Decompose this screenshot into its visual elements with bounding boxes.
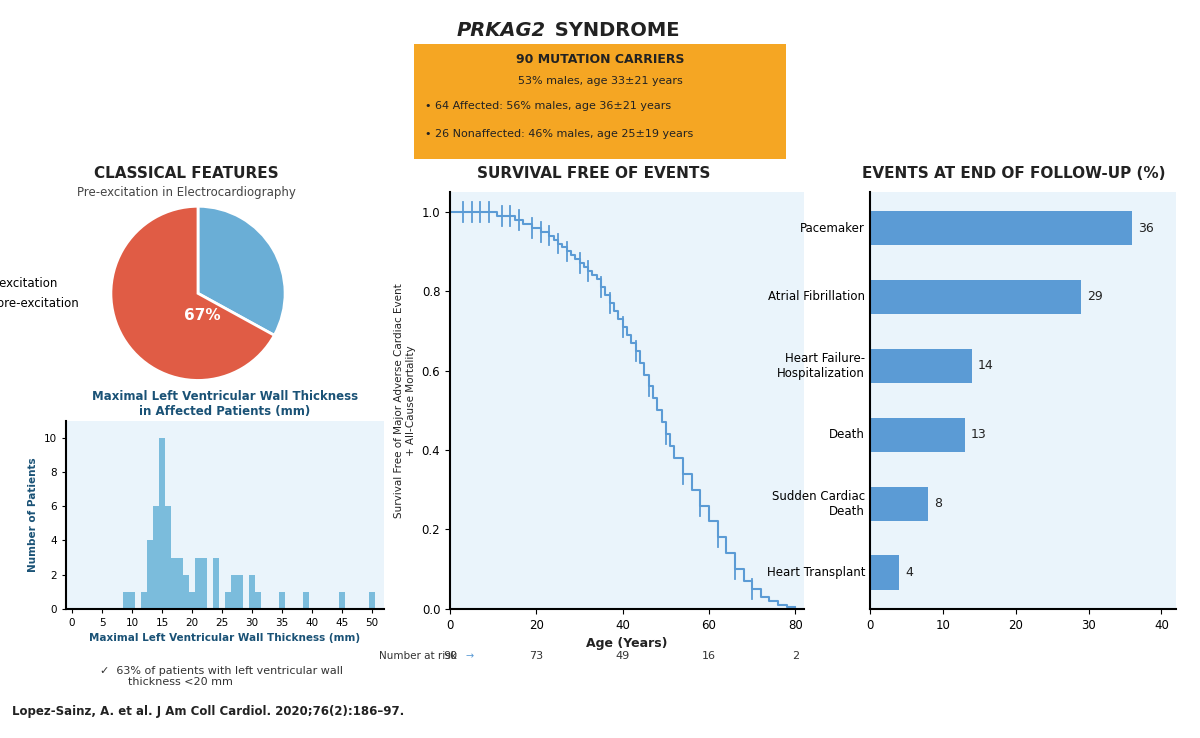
Bar: [166, 506, 170, 609]
Title: Maximal Left Ventricular Wall Thickness
in Affected Patients (mm): Maximal Left Ventricular Wall Thickness …: [92, 390, 358, 418]
X-axis label: Age (Years): Age (Years): [587, 637, 667, 650]
Bar: [304, 592, 308, 609]
Bar: [256, 592, 260, 609]
Text: Lopez-Sainz, A. et al. J Am Coll Cardiol. 2020;76(2):186–97.: Lopez-Sainz, A. et al. J Am Coll Cardiol…: [12, 705, 404, 718]
Bar: [130, 592, 134, 609]
Bar: [870, 418, 965, 452]
Text: 29: 29: [1087, 291, 1103, 303]
X-axis label: Maximal Left Ventricular Wall Thickness (mm): Maximal Left Ventricular Wall Thickness …: [90, 633, 360, 644]
Bar: [202, 557, 206, 609]
FancyBboxPatch shape: [414, 44, 786, 159]
Text: 16: 16: [702, 651, 716, 661]
Bar: [142, 592, 146, 609]
Bar: [172, 557, 176, 609]
Bar: [370, 592, 374, 609]
Bar: [160, 438, 164, 609]
Text: 33%: 33%: [119, 368, 155, 384]
Wedge shape: [198, 206, 286, 335]
Text: →: →: [466, 651, 474, 661]
Text: 13: 13: [971, 428, 986, 441]
Bar: [870, 211, 1133, 245]
Text: 36: 36: [1138, 221, 1154, 235]
Text: SURVIVAL FREE OF EVENTS: SURVIVAL FREE OF EVENTS: [478, 166, 710, 181]
Text: 49: 49: [616, 651, 630, 661]
Y-axis label: Number of Patients: Number of Patients: [29, 458, 38, 572]
Bar: [250, 575, 254, 609]
Text: 8: 8: [934, 497, 942, 510]
Bar: [238, 575, 242, 609]
Bar: [190, 592, 194, 609]
Text: Number at risk: Number at risk: [379, 651, 457, 661]
Bar: [870, 556, 899, 590]
Text: 2: 2: [792, 651, 799, 661]
Bar: [280, 592, 284, 609]
Text: CLASSICAL FEATURES: CLASSICAL FEATURES: [94, 166, 278, 181]
Bar: [154, 506, 158, 609]
Text: ✓  63% of patients with left ventricular wall
        thickness <20 mm: ✓ 63% of patients with left ventricular …: [101, 666, 343, 687]
Bar: [226, 592, 230, 609]
Bar: [148, 540, 152, 609]
Text: • 64 Affected: 56% males, age 36±21 years: • 64 Affected: 56% males, age 36±21 year…: [425, 101, 671, 111]
Text: 4: 4: [905, 566, 913, 579]
Text: SYNDROME: SYNDROME: [548, 21, 680, 40]
Bar: [232, 575, 236, 609]
Bar: [340, 592, 344, 609]
Text: 53% males, age 33±21 years: 53% males, age 33±21 years: [517, 76, 683, 86]
Text: 90 MUTATION CARRIERS: 90 MUTATION CARRIERS: [516, 53, 684, 66]
Legend: Pre-excitation, No pre-excitation: Pre-excitation, No pre-excitation: [0, 277, 78, 310]
Bar: [184, 575, 188, 609]
Wedge shape: [110, 206, 275, 380]
Text: 73: 73: [529, 651, 544, 661]
Bar: [196, 557, 200, 609]
Y-axis label: Survival Free of Major Adverse Cardiac Event
+ All-Cause Mortality: Survival Free of Major Adverse Cardiac E…: [395, 283, 416, 518]
Text: PRKAG2: PRKAG2: [457, 21, 546, 40]
Text: EVENTS AT END OF FOLLOW-UP (%): EVENTS AT END OF FOLLOW-UP (%): [863, 166, 1165, 181]
Bar: [870, 348, 972, 383]
Bar: [870, 280, 1081, 314]
Text: 14: 14: [978, 359, 994, 373]
Text: • 26 Nonaffected: 46% males, age 25±19 years: • 26 Nonaffected: 46% males, age 25±19 y…: [425, 129, 694, 139]
Text: 67%: 67%: [184, 308, 221, 323]
Text: 90: 90: [443, 651, 457, 661]
Bar: [178, 557, 182, 609]
Bar: [870, 486, 929, 521]
Bar: [214, 557, 218, 609]
Bar: [124, 592, 128, 609]
Text: Pre-excitation in Electrocardiography: Pre-excitation in Electrocardiography: [77, 186, 295, 199]
